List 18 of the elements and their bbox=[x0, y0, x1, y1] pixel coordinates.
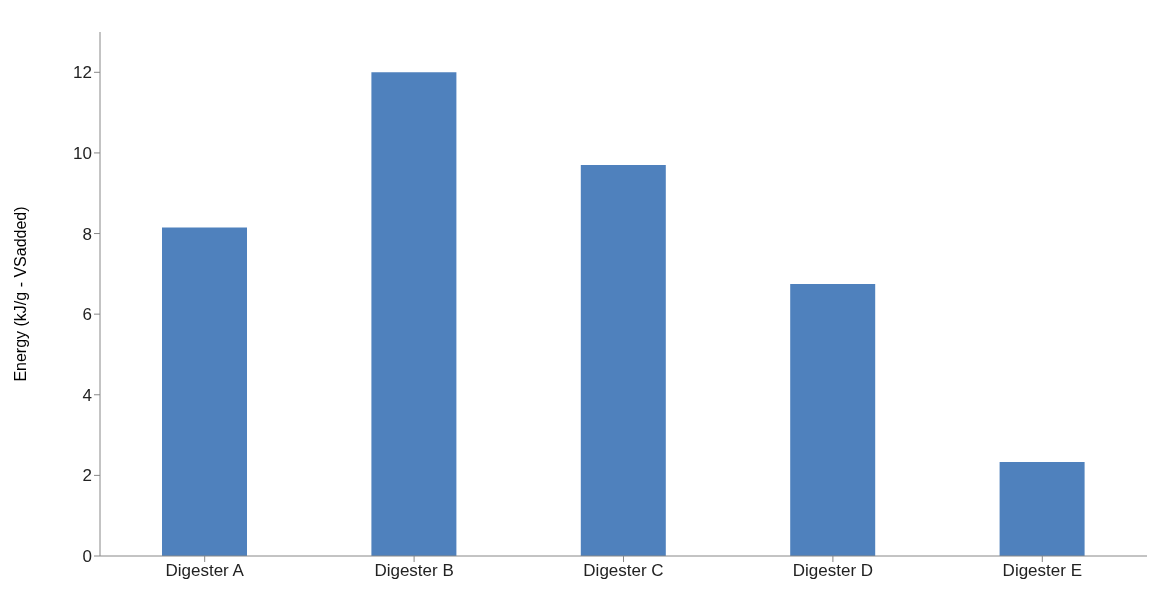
y-tick-label: 8 bbox=[82, 224, 92, 244]
x-tick-label: Digester D bbox=[792, 561, 874, 581]
y-tick-label: 12 bbox=[73, 63, 92, 83]
y-tick-label: 10 bbox=[73, 143, 92, 163]
y-tick-label: 6 bbox=[82, 305, 92, 325]
x-tick-label: Digester C bbox=[583, 561, 664, 581]
x-tick-label: Digester E bbox=[1002, 561, 1082, 581]
y-tick-label: 2 bbox=[82, 466, 92, 486]
bar bbox=[162, 227, 247, 556]
bar bbox=[580, 165, 666, 556]
y-tick-label: 0 bbox=[82, 547, 92, 567]
bar bbox=[999, 462, 1085, 556]
y-tick-label: 4 bbox=[82, 385, 92, 405]
bar bbox=[371, 72, 457, 556]
x-tick-label: Digester B bbox=[374, 561, 454, 581]
y-axis-title: Energy (kJ/g - VSadded) bbox=[11, 206, 29, 382]
x-tick-label: Digester A bbox=[165, 561, 245, 581]
bar bbox=[790, 283, 876, 556]
